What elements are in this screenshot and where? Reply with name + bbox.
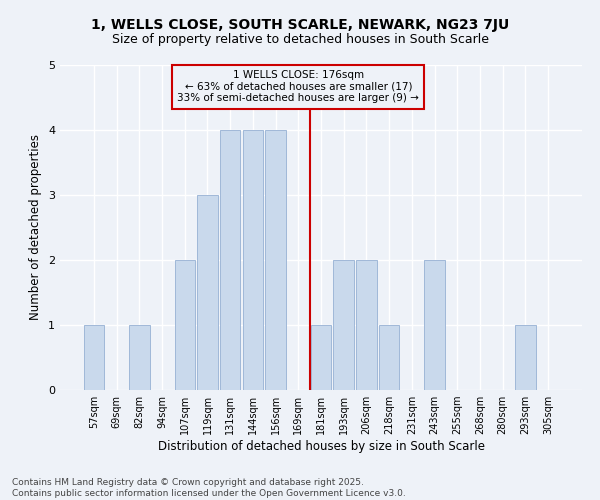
Text: 1, WELLS CLOSE, SOUTH SCARLE, NEWARK, NG23 7JU: 1, WELLS CLOSE, SOUTH SCARLE, NEWARK, NG… xyxy=(91,18,509,32)
Bar xyxy=(84,325,104,390)
Bar xyxy=(311,325,331,390)
Bar xyxy=(515,325,536,390)
Bar xyxy=(379,325,400,390)
Bar xyxy=(175,260,195,390)
Text: Contains HM Land Registry data © Crown copyright and database right 2025.
Contai: Contains HM Land Registry data © Crown c… xyxy=(12,478,406,498)
Bar xyxy=(242,130,263,390)
Bar xyxy=(334,260,354,390)
Bar xyxy=(424,260,445,390)
X-axis label: Distribution of detached houses by size in South Scarle: Distribution of detached houses by size … xyxy=(157,440,485,453)
Bar xyxy=(356,260,377,390)
Bar xyxy=(220,130,241,390)
Bar xyxy=(197,195,218,390)
Y-axis label: Number of detached properties: Number of detached properties xyxy=(29,134,43,320)
Text: 1 WELLS CLOSE: 176sqm
← 63% of detached houses are smaller (17)
33% of semi-deta: 1 WELLS CLOSE: 176sqm ← 63% of detached … xyxy=(178,70,419,103)
Bar xyxy=(265,130,286,390)
Text: Size of property relative to detached houses in South Scarle: Size of property relative to detached ho… xyxy=(112,32,488,46)
Bar xyxy=(129,325,149,390)
